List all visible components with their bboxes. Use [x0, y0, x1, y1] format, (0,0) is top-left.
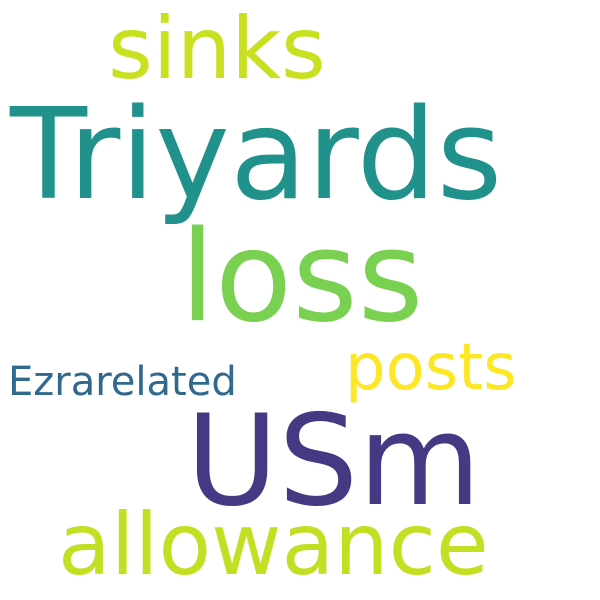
word-loss: loss	[180, 203, 424, 350]
word-posts: posts	[345, 331, 517, 405]
word-usm: USm	[186, 387, 481, 534]
word-sinks: sinks	[108, 0, 326, 99]
word-ezrarelated: Ezrarelated	[8, 359, 237, 405]
word-triyards: Triyards	[10, 81, 503, 228]
word-allowance: allowance	[58, 495, 489, 595]
